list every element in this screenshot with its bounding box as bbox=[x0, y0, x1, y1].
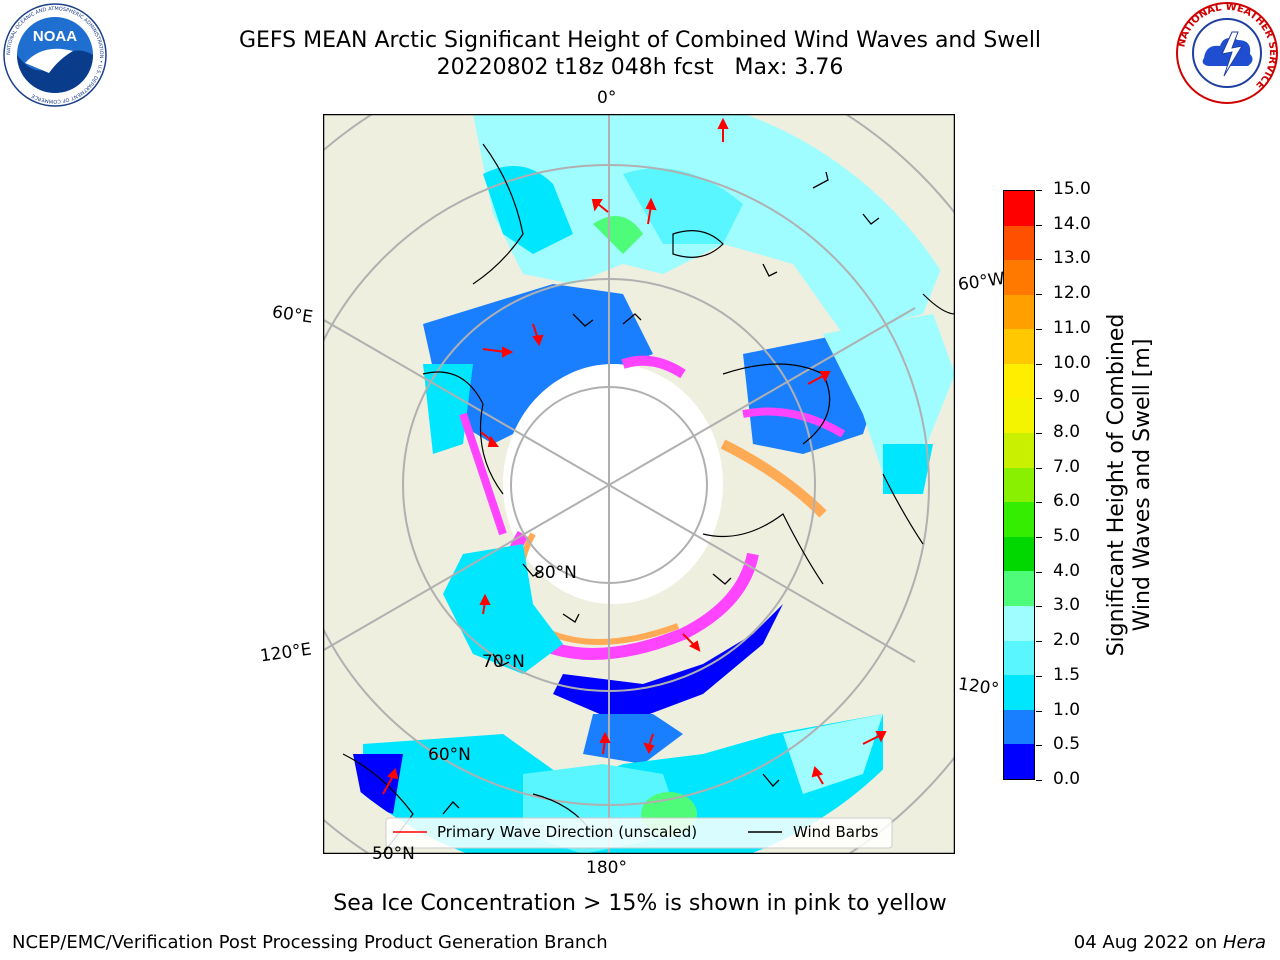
colorbar-tick-label: 11.0 bbox=[1053, 317, 1091, 338]
colorbar-tick-mark bbox=[1036, 641, 1042, 643]
colorbar-tick-mark bbox=[1036, 745, 1042, 747]
nws-logo: NATIONAL WEATHER SERVICE bbox=[1176, 2, 1278, 104]
lon-label-180: 180° bbox=[586, 858, 627, 878]
lon-label-60e: 60°E bbox=[270, 302, 315, 328]
colorbar-segment bbox=[1004, 432, 1034, 468]
colorbar-tick-mark bbox=[1036, 606, 1042, 608]
colorbar-segment bbox=[1004, 570, 1034, 607]
chart-title: GEFS MEAN Arctic Significant Height of C… bbox=[238, 28, 1042, 53]
colorbar-segment bbox=[1004, 259, 1034, 295]
map-legend: Primary Wave Direction (unscaled) Wind B… bbox=[385, 817, 893, 849]
colorbar-tick-label: 8.0 bbox=[1053, 421, 1081, 442]
footer-date: 04 Aug 2022 on bbox=[1073, 932, 1223, 953]
colorbar-segment bbox=[1004, 501, 1034, 537]
colorbar-tick-label: 14.0 bbox=[1053, 213, 1091, 234]
colorbar-tick-mark bbox=[1036, 294, 1042, 296]
chart-subtitle: 20220802 t18z 048h fcst Max: 3.76 bbox=[436, 55, 844, 80]
colorbar-label-line2: Wind Waves and Swell [m] bbox=[1130, 338, 1155, 632]
colorbar-tick-mark bbox=[1036, 432, 1042, 434]
colorbar-tick-mark bbox=[1036, 259, 1042, 261]
colorbar-tick-label: 13.0 bbox=[1053, 248, 1091, 269]
map-frame bbox=[323, 114, 955, 854]
colorbar-tick-mark bbox=[1036, 363, 1042, 365]
footer-right: 04 Aug 2022 on Hera bbox=[1074, 932, 1266, 953]
colorbar-tick-label: 12.0 bbox=[1053, 283, 1091, 304]
colorbar-segment bbox=[1004, 536, 1034, 572]
colorbar-segment bbox=[1004, 363, 1034, 399]
polar-map: Primary Wave Direction (unscaled) Wind B… bbox=[323, 114, 955, 854]
colorbar-segment bbox=[1004, 190, 1034, 226]
footer-machine: Hera bbox=[1222, 932, 1266, 953]
colorbar-tick-label: 2.0 bbox=[1053, 630, 1081, 651]
colorbar-tick-mark bbox=[1036, 467, 1042, 469]
wave-direction-legend-label: Primary Wave Direction (unscaled) bbox=[437, 823, 697, 841]
colorbar-segment bbox=[1004, 225, 1034, 261]
colorbar-segment bbox=[1004, 674, 1034, 710]
lat-label-50n: 50°N bbox=[372, 844, 415, 864]
lon-label-60w: 60°W bbox=[956, 268, 1007, 296]
colorbar-tick-label: 3.0 bbox=[1053, 595, 1081, 616]
colorbar-segment bbox=[1004, 398, 1034, 434]
colorbar-tick-label: 4.0 bbox=[1053, 560, 1081, 581]
wind-barbs-legend-label: Wind Barbs bbox=[793, 823, 879, 841]
footer-left: NCEP/EMC/Verification Post Processing Pr… bbox=[12, 932, 608, 953]
lon-label-120w: 120° bbox=[956, 674, 1001, 700]
lat-label-80n: 80°N bbox=[534, 563, 577, 583]
colorbar-tick-label: 1.5 bbox=[1053, 664, 1081, 685]
wave-direction-arrows bbox=[382, 117, 887, 795]
lat-label-70n: 70°N bbox=[482, 652, 525, 672]
colorbar-tick-mark bbox=[1036, 398, 1042, 400]
colorbar-tick-label: 15.0 bbox=[1053, 179, 1091, 199]
lon-label-120e: 120°E bbox=[258, 639, 313, 667]
colorbar-tick-mark bbox=[1036, 571, 1042, 573]
colorbar-tick-mark bbox=[1036, 675, 1042, 677]
colorbar-segment bbox=[1004, 294, 1034, 330]
colorbar-segment bbox=[1004, 640, 1034, 676]
colorbar bbox=[1003, 190, 1035, 780]
graticule bbox=[323, 114, 955, 854]
colorbar-tick-mark bbox=[1036, 224, 1042, 226]
colorbar-segment bbox=[1004, 328, 1034, 364]
lat-label-60n: 60°N bbox=[428, 745, 471, 765]
colorbar-tick-label: 5.0 bbox=[1053, 526, 1081, 547]
noaa-text: NOAA bbox=[33, 28, 77, 45]
colorbar-tick-mark bbox=[1036, 328, 1042, 330]
colorbar-tick-label: 10.0 bbox=[1053, 352, 1091, 373]
colorbar-tick-mark bbox=[1036, 502, 1042, 504]
colorbar-tick-label: 1.0 bbox=[1053, 699, 1081, 720]
sea-ice-note: Sea Ice Concentration > 15% is shown in … bbox=[333, 891, 947, 916]
colorbar-segment bbox=[1004, 709, 1034, 745]
colorbar-tick-label: 7.0 bbox=[1053, 456, 1081, 477]
lon-label-0: 0° bbox=[597, 88, 617, 108]
colorbar-ticks: 15.0 14.0 13.0 12.0 11.0 10.0 9.0 8.0 7.0 6.0 5.0 4… bbox=[1036, 0, 1096, 960]
colorbar-tick-mark bbox=[1036, 537, 1042, 539]
colorbar-segment bbox=[1004, 605, 1034, 641]
colorbar-tick-label: 6.0 bbox=[1053, 491, 1081, 512]
colorbar-tick-mark bbox=[1036, 710, 1042, 712]
wind-barbs bbox=[442, 171, 880, 815]
colorbar-tick-mark bbox=[1036, 780, 1042, 781]
colorbar-tick-label: 0.5 bbox=[1053, 734, 1081, 755]
colorbar-label-line1: Significant Height of Combined bbox=[1104, 313, 1129, 657]
noaa-logo: NOAA NATIONAL OCEANIC AND ATMOSPHERIC AD… bbox=[3, 3, 107, 107]
colorbar-segment bbox=[1004, 743, 1034, 779]
colorbar-segment bbox=[1004, 467, 1034, 503]
colorbar-tick-label: 9.0 bbox=[1053, 387, 1081, 408]
colorbar-tick-label: 0.0 bbox=[1053, 769, 1081, 789]
colorbar-tick-mark bbox=[1036, 190, 1042, 191]
